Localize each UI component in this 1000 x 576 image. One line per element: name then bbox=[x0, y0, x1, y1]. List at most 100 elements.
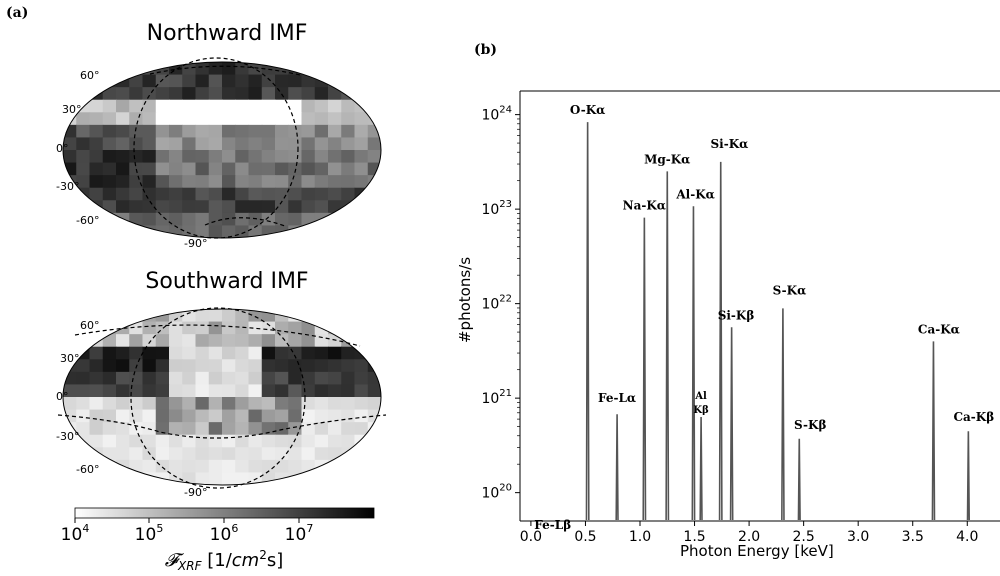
map-cell bbox=[301, 187, 316, 201]
map-cell bbox=[102, 74, 117, 88]
map-cell bbox=[261, 175, 276, 189]
map-cell bbox=[314, 346, 329, 360]
map-cell bbox=[208, 124, 223, 139]
map-cell bbox=[102, 99, 117, 113]
map-cell bbox=[129, 87, 144, 101]
map-cell bbox=[169, 309, 183, 323]
map-cell bbox=[169, 346, 183, 360]
map-cell bbox=[261, 359, 276, 373]
map-cell bbox=[195, 62, 210, 76]
map-cell bbox=[142, 384, 157, 398]
colorbar-ticks bbox=[74, 518, 300, 523]
map-cell bbox=[89, 346, 104, 360]
map-cell bbox=[288, 112, 303, 126]
map-cell bbox=[301, 397, 316, 411]
map-cell bbox=[76, 162, 91, 176]
map-cell bbox=[301, 409, 316, 423]
map-cell bbox=[275, 74, 289, 88]
map-cell bbox=[63, 334, 77, 348]
map-cell bbox=[195, 150, 210, 164]
map-cell bbox=[288, 346, 303, 360]
map-cell bbox=[129, 74, 144, 88]
map-cell bbox=[328, 137, 342, 151]
map-cell bbox=[235, 434, 250, 448]
map-cell bbox=[367, 187, 381, 201]
map-cell bbox=[155, 447, 170, 461]
map-cell bbox=[89, 334, 104, 348]
map-cell bbox=[261, 384, 276, 398]
map-cell bbox=[314, 472, 329, 485]
map-cell bbox=[261, 422, 276, 436]
map-cell bbox=[182, 150, 197, 164]
map-cell bbox=[261, 124, 276, 139]
map-cell bbox=[102, 87, 117, 101]
map-cell bbox=[328, 87, 342, 101]
spectrum-chart: 0.0 0.5 1.0 1.5 2.0 2.5 3.0 3.5 4.0 1020 1021 1022… bbox=[456, 90, 1000, 560]
map-cell bbox=[116, 397, 130, 411]
map-cell bbox=[275, 200, 289, 214]
map-cell bbox=[261, 434, 276, 448]
map-cell bbox=[354, 409, 369, 423]
map-cell bbox=[155, 187, 170, 201]
map-cell bbox=[102, 359, 117, 373]
map-cell bbox=[155, 459, 170, 474]
map-cell bbox=[208, 334, 223, 348]
map-cell bbox=[261, 87, 276, 101]
map-cell bbox=[354, 321, 369, 335]
map-cell bbox=[169, 112, 183, 126]
map-cell bbox=[129, 137, 144, 151]
map-cell bbox=[129, 150, 144, 164]
map-cell bbox=[248, 137, 263, 151]
map-cell bbox=[288, 397, 303, 411]
map-cell bbox=[341, 371, 356, 386]
map-cell bbox=[208, 459, 223, 474]
map-cell bbox=[275, 434, 289, 448]
map-cell bbox=[76, 200, 91, 214]
y-tick-label: 1023 bbox=[481, 199, 512, 218]
map-cell bbox=[354, 384, 369, 398]
map-cell bbox=[248, 447, 263, 461]
lat-label: -60° bbox=[76, 214, 99, 227]
map-cell bbox=[367, 447, 381, 461]
map-cell bbox=[142, 346, 157, 360]
map-cell bbox=[182, 74, 197, 88]
map-cell bbox=[367, 459, 381, 474]
map-cell bbox=[169, 200, 183, 214]
map-cell bbox=[235, 397, 250, 411]
lat-label: 0° bbox=[56, 390, 69, 403]
map-cell bbox=[102, 346, 117, 360]
map-cell bbox=[341, 225, 356, 238]
map-cell bbox=[169, 334, 183, 348]
map-cell bbox=[341, 459, 356, 474]
map-cell bbox=[288, 359, 303, 373]
map-cell bbox=[208, 472, 223, 485]
lat-label: 60° bbox=[80, 319, 100, 332]
map-cell bbox=[341, 124, 356, 139]
map-cell bbox=[288, 434, 303, 448]
map-cell bbox=[222, 212, 236, 227]
map-cell bbox=[248, 124, 263, 139]
map-cell bbox=[341, 212, 356, 227]
map-cell bbox=[195, 87, 210, 101]
lat-label: -90° bbox=[184, 237, 207, 250]
map-cell bbox=[182, 459, 197, 474]
map-title-northward: Northward IMF bbox=[147, 21, 308, 46]
map-cell bbox=[301, 112, 316, 126]
x-tick-label: 0.0 bbox=[520, 529, 542, 545]
map-cell bbox=[63, 321, 77, 335]
map-cell bbox=[195, 309, 210, 323]
map-cells bbox=[63, 62, 381, 238]
map-cell bbox=[155, 397, 170, 411]
map-cell bbox=[169, 422, 183, 436]
map-cell bbox=[222, 472, 236, 485]
map-cell bbox=[182, 175, 197, 189]
map-cell bbox=[261, 212, 276, 227]
map-cell bbox=[314, 62, 329, 76]
map-cell bbox=[142, 87, 157, 101]
map-cell bbox=[63, 225, 77, 238]
map-cell bbox=[288, 409, 303, 423]
map-cell bbox=[288, 99, 303, 113]
map-cell bbox=[328, 397, 342, 411]
map-cell bbox=[102, 309, 117, 323]
map-cell bbox=[169, 162, 183, 176]
